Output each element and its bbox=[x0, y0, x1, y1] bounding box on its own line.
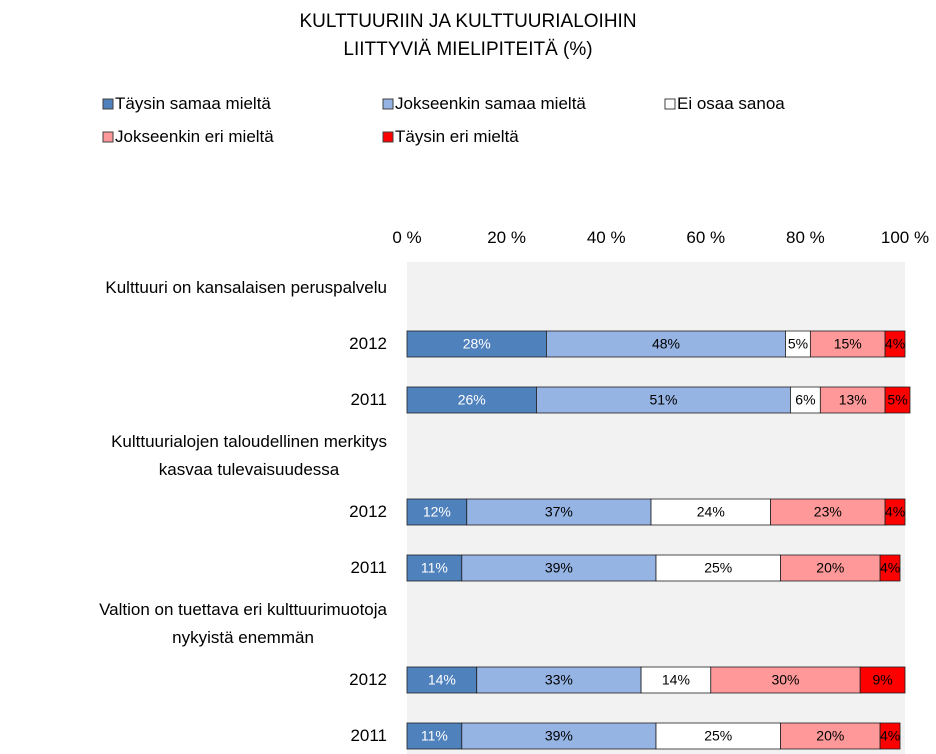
bar-segment bbox=[884, 498, 906, 526]
bar-segment bbox=[406, 722, 463, 750]
data-label: 48% bbox=[652, 336, 680, 352]
data-label: 23% bbox=[814, 504, 842, 520]
legend-label: Täysin samaa mieltä bbox=[115, 94, 271, 113]
data-label: 39% bbox=[545, 728, 573, 744]
data-label: 51% bbox=[649, 392, 677, 408]
data-label: 5% bbox=[788, 336, 808, 352]
data-label: 28% bbox=[463, 336, 491, 352]
legend-swatch bbox=[382, 98, 394, 110]
bar-segment bbox=[655, 554, 781, 582]
y-tick-label: 2012 bbox=[349, 334, 387, 353]
chart-title: KULTTUURIIN JA KULTTUURIALOIHIN LIITTYVI… bbox=[299, 11, 637, 60]
bar-segment bbox=[809, 330, 886, 358]
data-label: 5% bbox=[887, 392, 907, 408]
y-tick-label: 2012 bbox=[349, 502, 387, 521]
bar-segment bbox=[640, 666, 712, 694]
legend-swatch bbox=[102, 98, 114, 110]
legend-swatch bbox=[382, 131, 394, 143]
y-tick-label: Kulttuurialojen taloudellinen merkitys k… bbox=[111, 432, 387, 479]
bar-segment bbox=[406, 386, 537, 414]
data-label: 24% bbox=[697, 504, 725, 520]
data-label: 20% bbox=[816, 728, 844, 744]
data-label: 4% bbox=[885, 504, 905, 520]
x-tick-label: 60 % bbox=[686, 228, 726, 247]
legend-label: Jokseenkin samaa mieltä bbox=[395, 94, 586, 113]
bar-segment bbox=[785, 330, 811, 358]
bar-segment bbox=[650, 498, 771, 526]
bar-segment bbox=[884, 330, 906, 358]
legend-swatch bbox=[664, 98, 676, 110]
bar-segment bbox=[859, 666, 906, 694]
bar-segment bbox=[406, 666, 478, 694]
bar-segment bbox=[780, 722, 881, 750]
data-label: 25% bbox=[704, 560, 732, 576]
y-tick-label: 2012 bbox=[349, 670, 387, 689]
y-tick-label: 2011 bbox=[350, 726, 387, 745]
bar-segment bbox=[884, 386, 911, 414]
bar-segment bbox=[770, 498, 886, 526]
data-label: 4% bbox=[880, 560, 900, 576]
bar-segment bbox=[655, 722, 781, 750]
data-label: 11% bbox=[421, 560, 448, 576]
bar-segment bbox=[546, 330, 786, 358]
data-label: 25% bbox=[704, 728, 732, 744]
data-label: 20% bbox=[816, 560, 844, 576]
data-label: 11% bbox=[421, 728, 448, 744]
data-label: 4% bbox=[880, 728, 900, 744]
data-label: 4% bbox=[885, 336, 905, 352]
data-label: 9% bbox=[872, 672, 892, 688]
bar-segment bbox=[476, 666, 642, 694]
data-label: 14% bbox=[428, 672, 456, 688]
bar-segment bbox=[879, 722, 901, 750]
x-tick-label: 100 % bbox=[880, 228, 930, 247]
y-tick-label: Kulttuuri on kansalaisen peruspalvelu bbox=[105, 278, 387, 297]
data-label: 37% bbox=[545, 504, 573, 520]
bar-segment bbox=[819, 386, 886, 414]
legend-label: Täysin eri mieltä bbox=[395, 127, 519, 146]
data-label: 13% bbox=[839, 392, 867, 408]
x-tick-label: 80 % bbox=[786, 228, 825, 247]
bar-segment bbox=[780, 554, 881, 582]
data-label: 6% bbox=[795, 392, 815, 408]
bar-segment bbox=[879, 554, 901, 582]
x-tick-label: 0 % bbox=[392, 228, 422, 247]
bar-segment bbox=[461, 722, 657, 750]
bar-segment bbox=[406, 554, 463, 582]
bar-segment bbox=[466, 498, 652, 526]
data-label: 15% bbox=[834, 336, 862, 352]
y-tick-label: Valtion on tuettava eri kulttuurimuotoja… bbox=[99, 600, 387, 647]
data-label: 26% bbox=[458, 392, 486, 408]
x-tick-label: 20 % bbox=[487, 228, 526, 247]
y-tick-label: 2011 bbox=[350, 390, 387, 409]
data-label: 14% bbox=[662, 672, 690, 688]
y-tick-label: 2011 bbox=[350, 558, 387, 577]
bar-segment bbox=[406, 498, 468, 526]
bar-segment bbox=[406, 330, 547, 358]
data-label: 30% bbox=[771, 672, 799, 688]
bar-segment bbox=[461, 554, 657, 582]
legend-label: Jokseenkin eri mieltä bbox=[115, 127, 274, 146]
data-label: 39% bbox=[545, 560, 573, 576]
data-label: 12% bbox=[423, 504, 451, 520]
bar-segment bbox=[710, 666, 861, 694]
bar-segment bbox=[790, 386, 821, 414]
x-tick-label: 40 % bbox=[586, 228, 626, 247]
legend-swatch bbox=[102, 131, 114, 143]
data-label: 33% bbox=[545, 672, 573, 688]
legend-label: Ei osaa sanoa bbox=[677, 94, 785, 113]
